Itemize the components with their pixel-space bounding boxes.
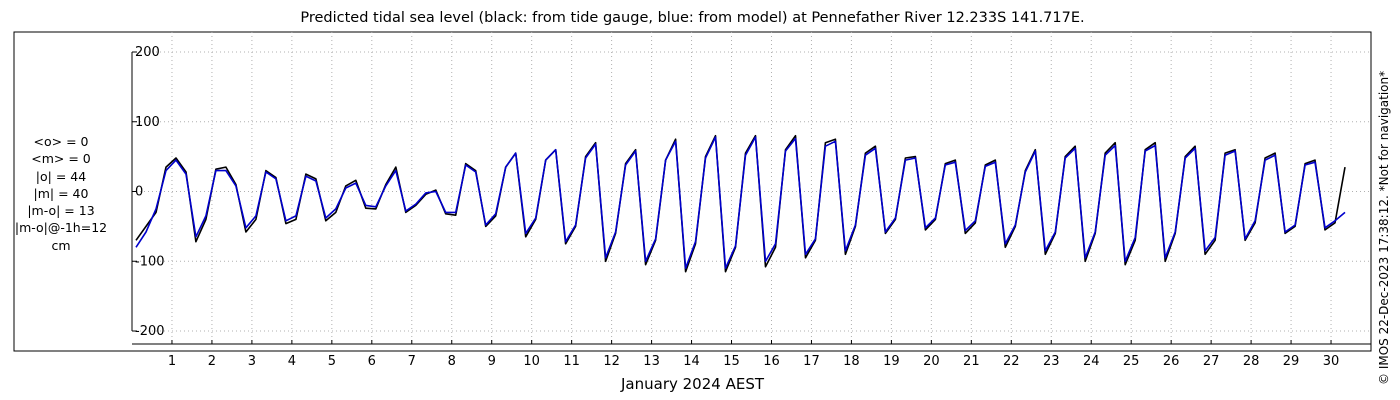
x-tick-label: 14 <box>683 354 700 369</box>
x-axis-label: January 2024 AEST <box>621 375 764 393</box>
x-tick-label: 10 <box>523 354 540 369</box>
x-tick-label: 23 <box>1043 354 1060 369</box>
y-tick-label: 100 <box>135 115 160 130</box>
plot-frame <box>13 31 1372 352</box>
series-group <box>135 134 1346 273</box>
stats-panel: <o> = 0 <m> = 0 |o| = 44 |m| = 40 |m-o| … <box>6 133 116 254</box>
x-tick-label: 19 <box>883 354 900 369</box>
x-tick-label: 11 <box>563 354 580 369</box>
grid <box>132 32 1371 344</box>
x-tick-label: 24 <box>1083 354 1100 369</box>
x-tick-label: 5 <box>328 354 336 369</box>
x-tick-label: 7 <box>408 354 416 369</box>
x-tick-label: 2 <box>208 354 216 369</box>
stat-mean-observed: <o> = 0 <box>33 134 89 149</box>
chart-title: Predicted tidal sea level (black: from t… <box>300 10 1085 26</box>
x-tick-label: 1 <box>168 354 176 369</box>
x-tick-label: 29 <box>1283 354 1300 369</box>
y-tick-label: -200 <box>135 324 165 339</box>
x-tick-label: 4 <box>288 354 296 369</box>
stat-abs-observed: |o| = 44 <box>35 168 87 184</box>
x-tick-label: 30 <box>1323 354 1340 369</box>
stat-unit: cm <box>51 237 71 253</box>
x-tick-label: 27 <box>1203 354 1220 369</box>
credit-note: © IMOS 22-Dec-2023 17:38:12. *Not for na… <box>1377 70 1391 385</box>
stat-mean-model: <m> = 0 <box>31 151 91 167</box>
x-tick-label: 9 <box>488 354 496 369</box>
stat-abs-diff-lag: |m-o|@-1h=12 <box>14 220 108 236</box>
x-tick-label: 28 <box>1243 354 1260 369</box>
x-tick-label: 12 <box>603 354 620 369</box>
x-tick-label: 18 <box>843 354 860 369</box>
x-tick-label: 26 <box>1163 354 1180 369</box>
x-tick-label: 6 <box>368 354 376 369</box>
x-tick-label: 16 <box>763 354 780 369</box>
x-tick-label: 3 <box>248 354 256 369</box>
y-tick-label: 0 <box>135 185 143 200</box>
y-tick-label: -100 <box>135 254 165 269</box>
x-tick-label: 20 <box>923 354 940 369</box>
x-tick-label: 13 <box>643 354 660 369</box>
x-tick-label: 8 <box>448 354 456 369</box>
x-tick-label: 22 <box>1003 354 1020 369</box>
stat-abs-model: |m| = 40 <box>33 185 89 201</box>
stat-abs-diff: |m-o| = 13 <box>27 203 95 219</box>
x-tick-label: 15 <box>723 354 740 369</box>
x-tick-label: 21 <box>963 354 980 369</box>
x-tick-label: 17 <box>803 354 820 369</box>
x-tick-label: 25 <box>1123 354 1140 369</box>
y-tick-label: 200 <box>135 45 160 60</box>
series-line-model <box>135 136 1346 270</box>
